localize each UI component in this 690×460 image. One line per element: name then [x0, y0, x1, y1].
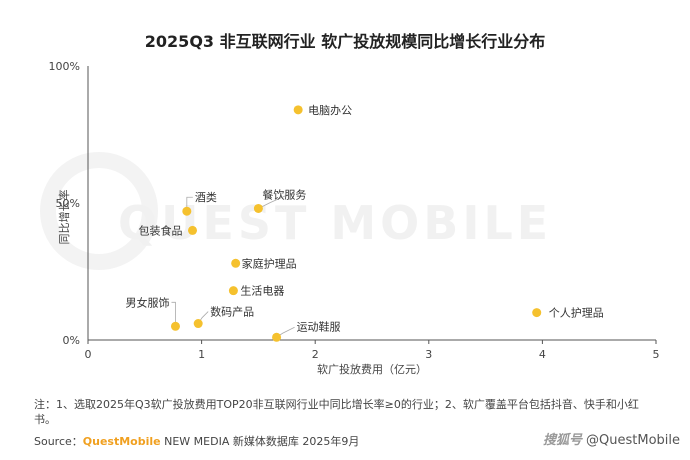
point-label: 男女服饰 [125, 295, 169, 309]
data-point [272, 332, 282, 342]
watermark-text: QUEST MOBILE [118, 196, 553, 250]
point-label: 电脑办公 [308, 104, 352, 117]
y-axis-label: 同比增长率 [57, 190, 71, 245]
chart-note: 注：1、选取2025年Q3软广投放费用TOP20非互联网行业中同比增长率≥0的行… [34, 398, 639, 426]
x-axis-label: 软广投放费用（亿元） [317, 362, 427, 376]
point-label: 家庭护理品 [242, 256, 297, 270]
data-point [188, 225, 198, 235]
source-line: Source：QuestMobile NEW MEDIA 新媒体数据库 2025… [34, 433, 359, 449]
chart-title: 2025Q3 非互联网行业 软广投放规模同比增长行业分布 [144, 32, 546, 51]
source-label: Source： [34, 435, 83, 448]
data-point [182, 206, 192, 216]
y-tick-label: 50% [56, 197, 80, 210]
source-rest: NEW MEDIA 新媒体数据库 2025年9月 [160, 435, 360, 448]
x-tick-label: 3 [425, 348, 432, 361]
data-point [193, 319, 203, 329]
source-brand: QuestMobile [82, 435, 161, 448]
badge-site: 搜狐号 [543, 433, 583, 448]
publisher-badge: 搜狐号 @QuestMobile [543, 429, 680, 448]
x-tick-label: 1 [198, 348, 205, 361]
x-tick-label: 2 [312, 348, 319, 361]
point-label: 生活电器 [240, 284, 284, 298]
data-point [532, 308, 542, 318]
data-point [170, 321, 180, 331]
data-point [231, 258, 241, 268]
point-label: 运动鞋服 [297, 319, 341, 333]
x-tick-label: 5 [653, 348, 660, 361]
data-point [293, 105, 303, 115]
scatter-chart: 0 1 2 3 4 50%50%100%软广投放费用（亿元）同比增长率电脑办公餐饮服务酒类… [49, 60, 660, 376]
point-label: 个人护理品 [549, 306, 604, 320]
data-point [253, 203, 263, 213]
data-point [228, 286, 238, 296]
badge-account: @QuestMobile [586, 433, 680, 448]
x-tick-label: 4 [539, 348, 546, 361]
point-label: 数码产品 [210, 305, 254, 319]
point-label: 酒类 [195, 190, 217, 204]
y-tick-label: 0% [63, 334, 80, 347]
point-label: 包装食品 [139, 223, 183, 237]
y-tick-label: 100% [49, 60, 80, 73]
x-tick-label: 0 [85, 348, 92, 361]
point-label: 餐饮服务 [262, 187, 306, 201]
